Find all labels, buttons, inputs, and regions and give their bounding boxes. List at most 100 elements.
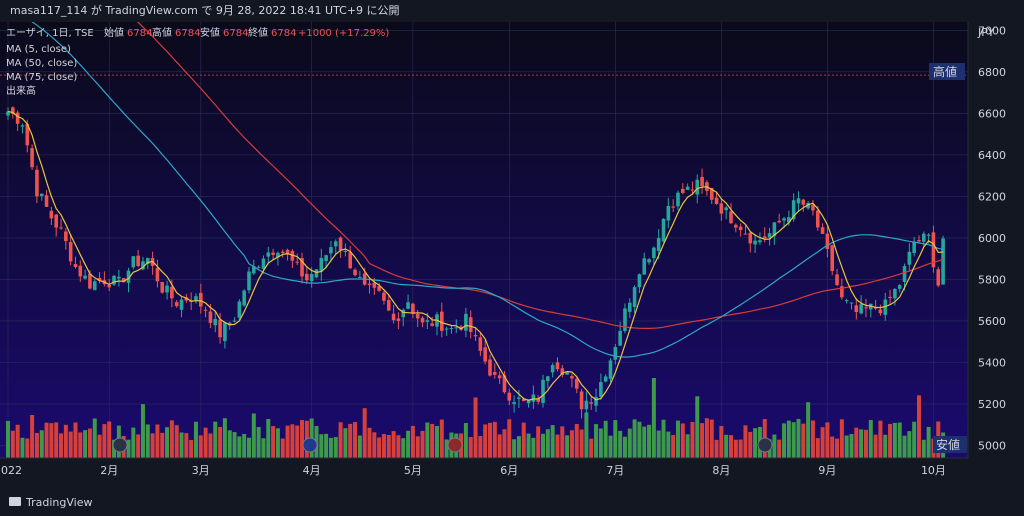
candle-body — [271, 252, 275, 255]
candle-body — [386, 300, 391, 311]
candle-body — [497, 375, 502, 379]
volume-bar — [873, 434, 878, 458]
candle-body — [762, 236, 767, 239]
event-markers — [112, 437, 773, 453]
candle-body — [266, 252, 271, 257]
volume-bar — [367, 427, 372, 458]
volume-bar — [690, 421, 695, 458]
volume-bar — [203, 427, 208, 458]
candle-body — [358, 276, 362, 279]
volume-bar — [618, 430, 623, 458]
candle-body — [902, 266, 907, 282]
legend-ma75[interactable]: MA (75, close) — [6, 72, 77, 83]
price-tick: 6000 — [978, 232, 1006, 245]
candle-body — [560, 368, 565, 375]
volume-bar — [830, 436, 835, 458]
candle-body — [290, 250, 295, 261]
volume-bar — [300, 420, 305, 458]
volume-bar — [328, 437, 333, 458]
volume-bar — [174, 425, 179, 458]
candle-body — [160, 282, 165, 293]
legend-close-label: 終値 — [248, 26, 268, 39]
dividend-marker[interactable] — [302, 437, 318, 453]
volume-bar — [34, 432, 39, 458]
legend-ma50[interactable]: MA (50, close) — [6, 58, 77, 69]
volume-bar — [434, 425, 439, 458]
candle-body — [806, 202, 810, 209]
price-tick: 5600 — [978, 315, 1006, 328]
candle-body — [922, 233, 926, 242]
candle-body — [623, 308, 627, 331]
candle-body — [391, 313, 396, 321]
volume-bar — [39, 430, 44, 458]
candle-body — [78, 265, 83, 277]
volume-bar — [54, 422, 59, 458]
volume-bar — [68, 431, 73, 458]
candle-body — [840, 286, 844, 298]
volume-bar — [20, 437, 25, 458]
candle-body — [507, 392, 512, 401]
volume-bar — [189, 439, 194, 458]
candle-body — [39, 193, 44, 197]
candle-body — [276, 252, 280, 258]
volume-bar — [169, 420, 174, 458]
volume-bar — [420, 430, 425, 458]
volume-bar — [796, 418, 801, 458]
candle-body — [791, 200, 796, 220]
ma75-line — [136, 22, 944, 329]
candle-body — [584, 400, 589, 410]
volume-bar — [883, 434, 888, 458]
candle-body — [468, 317, 473, 332]
time-scale[interactable] — [0, 458, 1024, 486]
volume-bar — [512, 439, 517, 458]
volume-bar — [49, 423, 54, 458]
candlestick-chart[interactable]: エーザイ, 1日, TSE 始値 6784 高値 6784 安値 6784 終値… — [0, 22, 1024, 516]
price-scale[interactable] — [968, 22, 1024, 458]
volume-bar — [598, 428, 603, 458]
candle-body — [454, 327, 459, 329]
volume-bar — [87, 428, 92, 458]
volume-bar — [526, 433, 531, 458]
volume-bar — [545, 429, 550, 458]
candle-body — [936, 269, 941, 286]
legend-ma5[interactable]: MA (5, close) — [6, 44, 71, 55]
watermark-text: TradingView — [25, 496, 92, 509]
candle-body — [6, 111, 10, 116]
candle-body — [878, 309, 883, 314]
legend-volume[interactable]: 出来高 — [6, 84, 36, 97]
volume-bar — [415, 436, 420, 458]
candle-body — [695, 179, 700, 195]
candle-body — [835, 274, 839, 286]
volume-bar — [589, 438, 594, 458]
high-badge-label: 高値 — [933, 64, 957, 79]
volume-bar — [642, 426, 647, 458]
volume-bar — [25, 438, 30, 458]
volume-bar — [608, 435, 613, 458]
volume-bar — [78, 432, 83, 458]
candle-body — [787, 217, 791, 223]
volume-bar — [651, 378, 656, 458]
volume-bar — [463, 423, 468, 458]
candle-body — [777, 220, 781, 223]
volume-bar — [675, 420, 680, 458]
candle-body — [883, 299, 888, 315]
plot-background — [0, 22, 968, 458]
volume-bar — [97, 434, 102, 458]
publish-header: masa117_114 が TradingView.com で 9月 28, 2… — [0, 0, 1024, 22]
candle-body — [121, 278, 126, 283]
earnings-marker[interactable] — [112, 437, 128, 453]
price-tick: 6400 — [978, 149, 1006, 162]
volume-bar — [227, 430, 232, 458]
earnings-marker[interactable] — [447, 437, 463, 453]
volume-bar — [892, 422, 897, 458]
candle-body — [280, 251, 285, 254]
volume-bar — [753, 428, 758, 458]
candle-body — [199, 292, 203, 307]
volume-bar — [835, 438, 840, 458]
earnings-marker[interactable] — [757, 437, 773, 453]
low-badge — [933, 436, 967, 453]
time-ticks: 2022 2月 3月 4月 5月 6月 7月 8月 9月 10月 — [0, 464, 946, 477]
candle-body — [526, 399, 531, 404]
volume-bar — [362, 408, 367, 458]
volume-bar — [839, 419, 844, 458]
